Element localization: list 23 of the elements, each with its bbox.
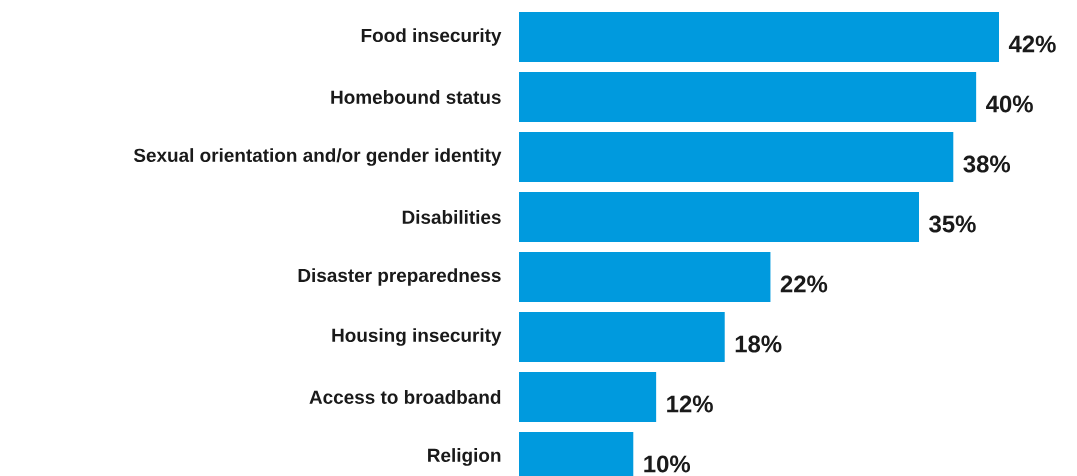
bar (519, 72, 977, 123)
y-tick-label: Religion (428, 448, 501, 466)
data-label: 42% (1008, 35, 1056, 53)
data-label: 12% (667, 395, 713, 413)
bar (519, 371, 657, 422)
bar (519, 312, 725, 362)
y-tick-label: Homebound status (331, 90, 501, 104)
data-label: 10% (644, 455, 691, 473)
bar (519, 252, 771, 302)
y-tick-label: Disaster preparedness (298, 268, 501, 286)
data-label: 18% (735, 335, 782, 353)
data-label: 40% (986, 95, 1033, 113)
data-label: 22% (780, 275, 828, 293)
y-tick-label: Disabilities (402, 210, 501, 224)
y-tick-label: Access to broadband (309, 390, 501, 404)
data-label: 38% (963, 155, 1011, 173)
bar (519, 192, 920, 242)
y-tick-label: Housing insecurity (332, 328, 502, 346)
y-tick-label: Food insecurity (361, 28, 502, 46)
bar (519, 12, 1000, 63)
y-tick-label: Sexual orientation and/or gender identity (133, 148, 502, 166)
bar (519, 132, 954, 183)
data-label: 35% (929, 215, 976, 233)
